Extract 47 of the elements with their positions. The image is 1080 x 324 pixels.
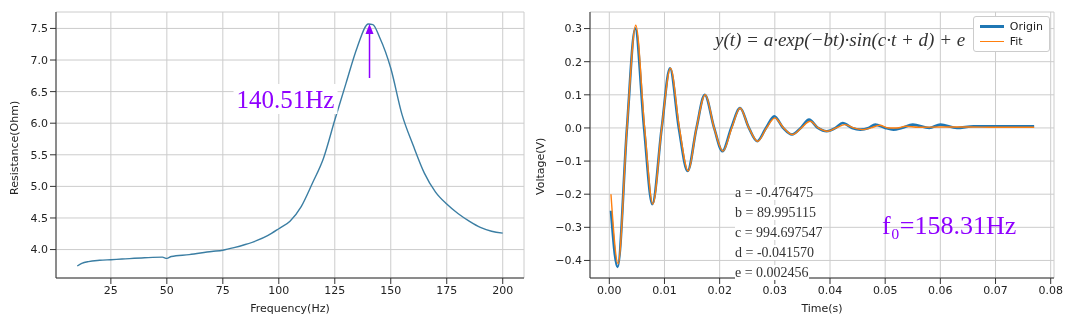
legend-label: Origin: [1009, 19, 1043, 34]
y-tick-label: 7.0: [30, 53, 48, 67]
x-tick-label: 50: [159, 283, 174, 297]
x-tick-label: 0.08: [1038, 283, 1063, 297]
y-tick-label: 6.5: [30, 85, 48, 99]
x-tick-label: 0.05: [872, 283, 898, 297]
y-tick-label: 4.0: [30, 243, 48, 257]
legend-label: Fit: [1009, 34, 1023, 49]
annotation: y(t) = a·exp(−bt)·sin(c·t + d) + e: [715, 29, 966, 51]
y-tick-label: 0.2: [564, 55, 582, 69]
annotation: d = -0.041570: [735, 245, 815, 261]
y-tick-label: −0.3: [555, 221, 582, 235]
y-tick-label: −0.4: [555, 254, 582, 268]
x-tick-label: 175: [436, 283, 458, 297]
y-axis-title: Resistance(Ohm): [7, 100, 21, 195]
y-tick-label: 6.0: [30, 117, 48, 131]
x-tick-label: 0.03: [762, 283, 788, 297]
y-axis-title: Voltage(V): [533, 137, 547, 195]
x-tick-label: 0.00: [597, 283, 622, 297]
annotation: e = 0.002456: [735, 265, 809, 281]
y-tick-label: −0.1: [555, 154, 582, 168]
annotation: b = 89.995115: [735, 205, 816, 221]
y-tick-label: −0.2: [555, 188, 582, 202]
x-tick-label: 0.07: [983, 283, 1008, 297]
annotation: 140.51Hz: [236, 86, 335, 113]
x-tick-label: 75: [215, 283, 230, 297]
y-tick-label: 5.0: [30, 180, 48, 194]
y-tick-label: 0.0: [564, 121, 582, 135]
x-tick-label: 0.06: [928, 283, 953, 297]
y-tick-label: 0.1: [564, 88, 582, 102]
x-tick-label: 25: [103, 283, 118, 297]
annotation: a = -0.476475: [735, 185, 814, 201]
x-tick-label: 200: [492, 283, 514, 297]
x-tick-label: 125: [324, 283, 346, 297]
annotation: c = 994.697547: [735, 225, 823, 241]
x-tick-label: 100: [268, 283, 290, 297]
x-axis-title: Time(s): [800, 302, 843, 315]
x-axis-title: Frequency(Hz): [250, 302, 330, 315]
annotation: f₀=158.31Hz: [882, 211, 1017, 241]
y-tick-label: 4.5: [30, 211, 48, 225]
y-tick-label: 7.5: [30, 22, 48, 36]
y-tick-label: 0.3: [564, 22, 582, 36]
y-tick-label: 5.5: [30, 148, 48, 162]
x-tick-label: 0.04: [817, 283, 843, 297]
x-tick-label: 0.02: [707, 283, 732, 297]
x-tick-label: 150: [380, 283, 402, 297]
x-tick-label: 0.01: [652, 283, 677, 297]
